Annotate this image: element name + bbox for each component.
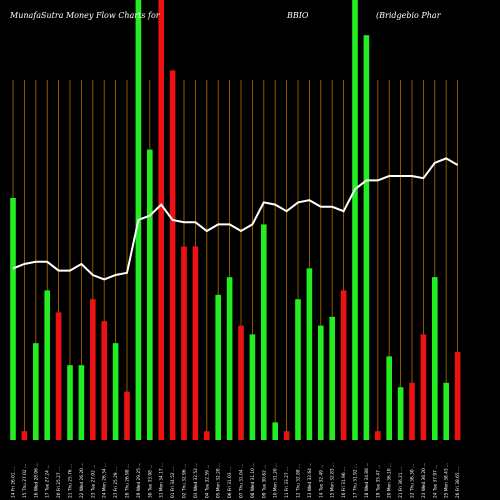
money-flow-bar: [147, 149, 153, 440]
x-tick-label: 29 Wed 29.25 …: [136, 462, 142, 498]
money-flow-bar: [10, 198, 16, 440]
chart-title-symbol: BBIO: [286, 11, 309, 20]
x-tick-label: 21 Thu 25.76 …: [68, 464, 74, 498]
money-flow-bar: [44, 290, 50, 440]
x-tick-label: 03 Wed 32.52 …: [193, 462, 199, 498]
price-line: [12, 157, 459, 281]
money-flow-bar: [397, 387, 404, 440]
x-tick-label: 28 Thu 26.98 …: [125, 464, 131, 498]
money-flow-bar: [454, 352, 461, 440]
x-tick-label: 23 Tue 27.02 …: [90, 464, 96, 498]
money-flow-bar: [101, 321, 107, 440]
money-flow-bar: [352, 0, 358, 440]
x-tick-label: 02 Thu 32.96 …: [182, 464, 188, 498]
money-flow-bar: [363, 35, 370, 440]
money-flow-bar: [21, 431, 28, 440]
money-flow-bar: [204, 431, 210, 440]
money-flow-bar: [340, 290, 347, 440]
chart-title-company: (Bridgebio Phar: [376, 11, 442, 20]
x-tick-label: 26 Fri 38.65 …: [455, 467, 461, 498]
x-tick-label: 04 Tue 32.59 …: [204, 464, 210, 498]
money-flow-bar: [409, 382, 415, 440]
x-tick-label: 25 Mon 38.43 …: [444, 463, 450, 498]
money-flow-bar: [215, 294, 221, 440]
money-flow-bar: [295, 299, 301, 440]
money-flow-bar: [443, 382, 449, 440]
money-flow-bar: [261, 224, 267, 440]
money-flow-bar: [329, 316, 335, 440]
x-tick-label: 16 Wed 28.06 …: [33, 462, 39, 498]
x-tick-label: 01 Fri 34.52 …: [170, 467, 176, 498]
chart-title: MunafaSutra Money Flow Charts for BBIO (…: [9, 11, 442, 20]
x-tick-label: 17 Thu 31.92 …: [353, 464, 359, 498]
x-tick-label: 22 Wed 26.20 …: [79, 462, 85, 498]
x-tick-label: 10 Mon 31.20 …: [273, 463, 279, 498]
money-flow-bar: [192, 246, 199, 440]
money-flow-bar: [55, 312, 62, 440]
money-flow-bar: [33, 343, 39, 440]
x-tick-label: 11 Fri 33.27 …: [284, 467, 290, 498]
money-flow-bar: [112, 343, 119, 440]
x-tick-label: 21 Fri 36.21 …: [398, 467, 404, 498]
x-tick-label: 30 Tue 33.98 …: [147, 464, 153, 498]
chart-title-left: MunafaSutra Money Flow Charts for: [9, 11, 161, 20]
money-flow-bar: [90, 299, 96, 440]
money-flow-bar: [226, 277, 233, 440]
money-flow-bar: [432, 277, 438, 440]
money-flow-bar: [78, 365, 85, 440]
price-line-path: [12, 157, 459, 281]
x-tick-label: 18 Wed 34.88 …: [364, 462, 370, 498]
x-tick-label: 19 Tue 35.47 …: [375, 464, 381, 498]
x-tick-label: 08 Wed 31.10 …: [250, 462, 256, 498]
money-flow-bar: [158, 0, 164, 440]
money-flow-bar: [318, 325, 324, 440]
money-flow-bar: [283, 431, 290, 440]
money-flow-bar: [181, 246, 187, 440]
x-tick-label: 23 Wed 36.20 …: [421, 462, 427, 498]
x-tick-label: 22 Thu 36.30 …: [410, 464, 416, 498]
money-flow-bar: [306, 268, 313, 440]
money-flow-bar: [420, 334, 427, 440]
x-tick-label: 09 Tue 30.62 …: [261, 464, 267, 498]
x-tick-label: 16 Fri 31.96 …: [341, 467, 347, 498]
money-flow-bar: [238, 325, 244, 440]
x-tick-labels: 14 Fri 26.01 … 15 Thu 27.02 … 16 Wed 28.06…: [11, 462, 462, 498]
money-flow-bar: [386, 356, 392, 440]
money-flow-bar: [249, 334, 256, 440]
x-tick-label: 20 Mon 36.10 …: [387, 463, 393, 498]
x-tick-label: 27 Fri 25.29 …: [113, 467, 119, 498]
x-tick-label: 24 Mon 26.34 …: [102, 463, 108, 498]
x-tick-label: 05 Mon 32.20 …: [216, 463, 222, 498]
money-flow-bar: [169, 70, 176, 441]
money-flow-bar: [375, 431, 381, 440]
x-tick-label: 07 Thu 31.04 …: [239, 464, 245, 498]
money-flow-bar: [124, 391, 130, 440]
money-flow-bar: [67, 365, 73, 440]
x-tick-label: 20 Fri 25.27 …: [56, 467, 62, 498]
x-tick-label: 31 Mon 34.17 …: [159, 463, 165, 498]
x-tick-label: 24 Tue 37.97 …: [432, 464, 438, 498]
x-tick-label: 13 Wed 32.64 …: [307, 462, 313, 498]
x-tick-label: 06 Fri 31.03 …: [227, 467, 233, 498]
x-tick-label: 17 Tue 27.24 …: [45, 464, 51, 498]
x-tick-label: 14 Tue 32.49 …: [318, 464, 324, 498]
x-tick-label: 14 Fri 26.01 …: [11, 467, 17, 498]
x-tick-label: 12 Thu 32.88 …: [296, 464, 302, 498]
money-flow-bar: [272, 422, 278, 440]
x-tick-label: 15 Thu 27.02 …: [22, 464, 28, 498]
x-tick-label: 15 Mon 32.83 …: [330, 463, 336, 498]
